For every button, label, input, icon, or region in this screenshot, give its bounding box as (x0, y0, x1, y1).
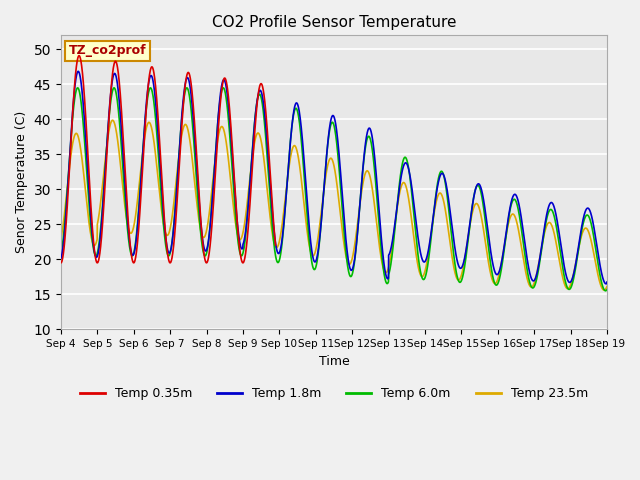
Legend: Temp 0.35m, Temp 1.8m, Temp 6.0m, Temp 23.5m: Temp 0.35m, Temp 1.8m, Temp 6.0m, Temp 2… (75, 383, 593, 406)
Y-axis label: Senor Temperature (C): Senor Temperature (C) (15, 111, 28, 253)
Text: TZ_co2prof: TZ_co2prof (69, 45, 147, 58)
X-axis label: Time: Time (319, 355, 349, 368)
Title: CO2 Profile Sensor Temperature: CO2 Profile Sensor Temperature (212, 15, 456, 30)
